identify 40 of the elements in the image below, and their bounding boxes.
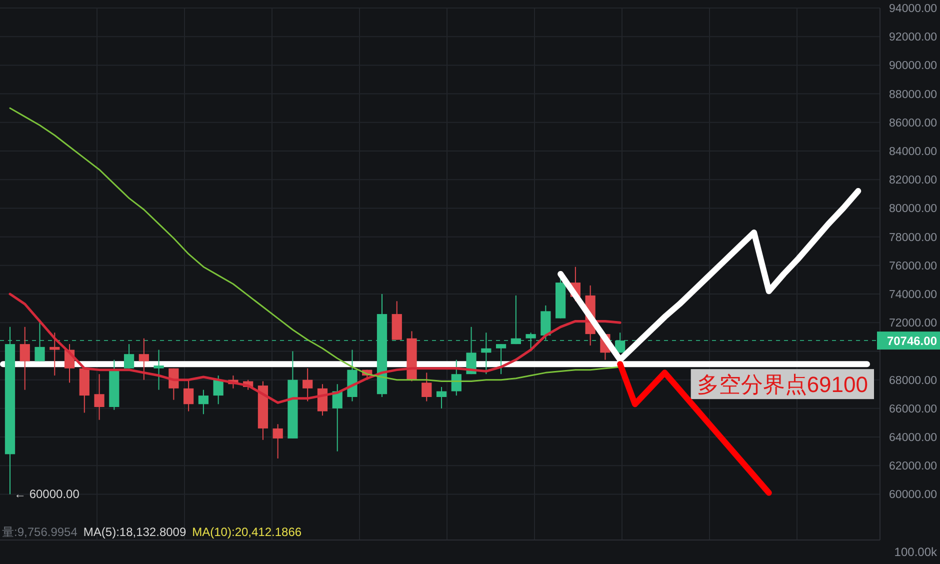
- y-tick-label: 72000.00: [889, 318, 937, 330]
- candlestick: [184, 379, 194, 412]
- candlestick: [272, 424, 283, 459]
- annotation: MA(10):20,412.1866: [192, 525, 302, 539]
- candlestick: [213, 375, 224, 405]
- ref-line-label: 多空分界点69100: [696, 372, 868, 398]
- candlestick: [50, 332, 60, 376]
- candlestick: [496, 344, 506, 375]
- y-tick-label: 84000.00: [889, 146, 937, 158]
- text: 100.00k: [894, 545, 937, 559]
- candlestick: [20, 326, 30, 390]
- y-tick-label: 68000.00: [889, 374, 937, 387]
- candlestick: [154, 349, 164, 390]
- y-tick-label: 86000.00: [889, 117, 937, 130]
- candlestick: [436, 386, 447, 409]
- y-tick-label: 90000.00: [889, 60, 937, 72]
- y-tick-label: 80000.00: [889, 203, 937, 216]
- candlestick: [302, 368, 313, 402]
- y-tick-label: 82000.00: [889, 174, 937, 187]
- y-tick-label: 62000.00: [889, 460, 937, 473]
- ref-line-label: 70746.00: [886, 334, 938, 348]
- y-tick-label: 60000.00: [889, 489, 937, 502]
- label-box: 多空分界点69100: [690, 369, 874, 400]
- candlestick: [94, 374, 104, 420]
- y-tick-label: 64000.00: [889, 432, 937, 444]
- candlestick: [138, 338, 149, 380]
- candlestick: [451, 359, 462, 396]
- annotation: ← 60000.00: [14, 487, 80, 501]
- annotation: 量:9,756.9954: [2, 525, 78, 539]
- y-tick-label: 88000.00: [889, 88, 937, 101]
- y-tick-label: 66000.00: [889, 403, 937, 416]
- annotation: MA(5):18,132.8009: [83, 525, 186, 539]
- y-tick-label: 92000.00: [889, 32, 937, 44]
- candlestick: [422, 372, 432, 402]
- y-tick-label: 74000.00: [889, 289, 937, 302]
- candlestick: [198, 389, 208, 415]
- y-tick-label: 76000.00: [889, 260, 937, 272]
- y-tick-label: 78000.00: [889, 232, 937, 244]
- candlestick: [124, 344, 134, 369]
- y-tick-label: 94000.00: [889, 3, 937, 15]
